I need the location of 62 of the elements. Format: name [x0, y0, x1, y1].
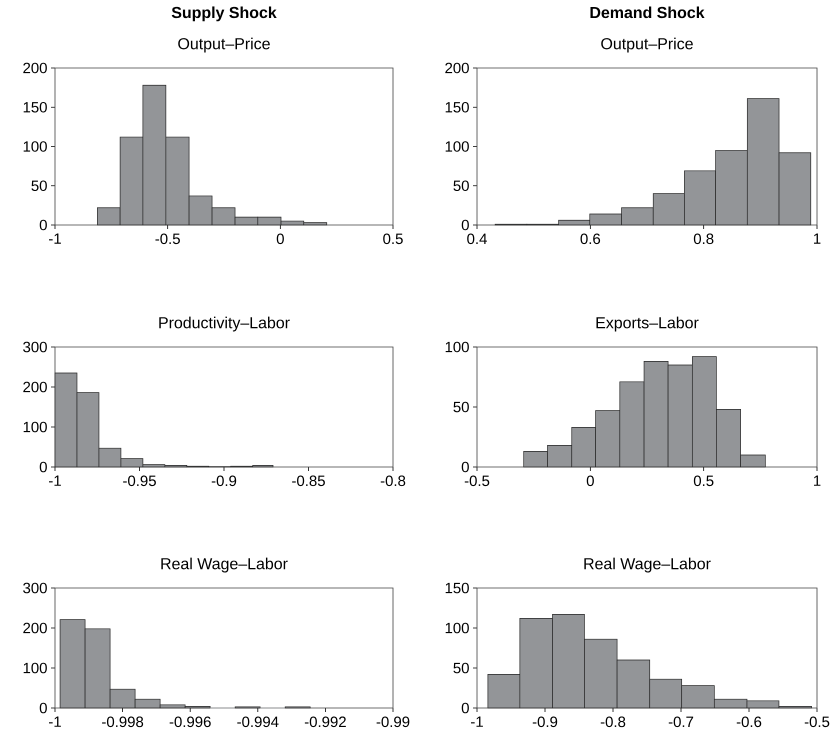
x-tick-label: -0.7	[668, 716, 694, 728]
x-tick-label: -1	[49, 234, 61, 244]
x-tick-label: 0	[586, 476, 594, 486]
y-tick-label: 100	[24, 422, 47, 432]
x-tick-label: -0.996	[170, 716, 211, 728]
chart-subtitle: Output–Price	[601, 38, 693, 52]
x-tick-label: 0	[276, 234, 284, 244]
x-tick-label: -0.8	[600, 716, 626, 728]
x-tick-label: -1	[49, 476, 61, 486]
x-tick-label: -0.5	[464, 476, 490, 486]
y-tick-label: 200	[23, 62, 47, 74]
x-tick-label: 1	[814, 476, 820, 486]
y-tick-label: 0	[462, 220, 469, 230]
x-tick-label: -0.994	[237, 716, 279, 728]
y-tick-label: 150	[446, 582, 469, 594]
chart-subtitle: Exports–Labor	[596, 316, 699, 332]
y-tick-label: 100	[24, 662, 47, 674]
x-tick-label: 0.5	[383, 234, 403, 244]
x-tick-label: 0.6	[580, 234, 600, 244]
y-tick-label: 0	[40, 462, 47, 472]
x-tick-label: -0.5	[155, 234, 180, 244]
y-tick-label: 0	[40, 702, 47, 714]
y-tick-label: 50	[453, 180, 469, 192]
chart-subtitle: Output–Price	[178, 38, 270, 52]
y-tick-label: 50	[31, 180, 47, 192]
chart-title: Demand Shock	[590, 6, 705, 18]
chart-title: Supply Shock	[172, 6, 277, 22]
y-tick-label: 0	[462, 462, 469, 472]
x-tick-label: -1	[49, 716, 61, 727]
x-tick-label: -1	[471, 716, 483, 727]
x-tick-label: -0.9	[532, 716, 558, 728]
x-tick-label: -0.8	[380, 476, 406, 486]
y-tick-label: 100	[446, 622, 469, 634]
x-tick-label: -0.95	[123, 476, 156, 486]
x-tick-label: 0.5	[694, 476, 714, 486]
x-tick-label: -0.6	[736, 716, 762, 728]
x-tick-label: -0.85	[292, 476, 325, 486]
y-tick-label: 0	[40, 220, 47, 230]
y-tick-label: 200	[23, 622, 47, 634]
y-tick-label: 100	[24, 141, 47, 152]
y-tick-label: 300	[23, 342, 47, 352]
chart-subtitle: Real Wage–Labor	[161, 558, 288, 573]
y-tick-label: 200	[23, 382, 47, 392]
x-tick-label: -0.5	[804, 716, 830, 728]
y-tick-label: 50	[453, 402, 469, 412]
y-tick-label: 150	[446, 102, 469, 113]
y-tick-label: 200	[445, 62, 469, 74]
x-tick-label: 1	[814, 234, 820, 244]
x-tick-label: -0.9	[212, 476, 236, 486]
y-tick-label: 50	[453, 662, 469, 674]
chart-subtitle: Productivity–Labor	[159, 316, 290, 332]
x-tick-label: 0.4	[467, 234, 487, 244]
x-tick-label: -0.998	[102, 716, 144, 728]
chart-subtitle: Real Wage–Labor	[584, 558, 711, 573]
y-tick-label: 300	[23, 582, 47, 594]
y-tick-label: 150	[24, 102, 47, 113]
y-tick-label: 100	[446, 342, 469, 352]
y-tick-label: 100	[446, 141, 469, 152]
x-tick-label: -0.99	[376, 716, 410, 728]
x-tick-label: 0.8	[694, 234, 714, 244]
y-tick-label: 0	[462, 702, 469, 714]
x-tick-label: -0.992	[304, 716, 346, 728]
